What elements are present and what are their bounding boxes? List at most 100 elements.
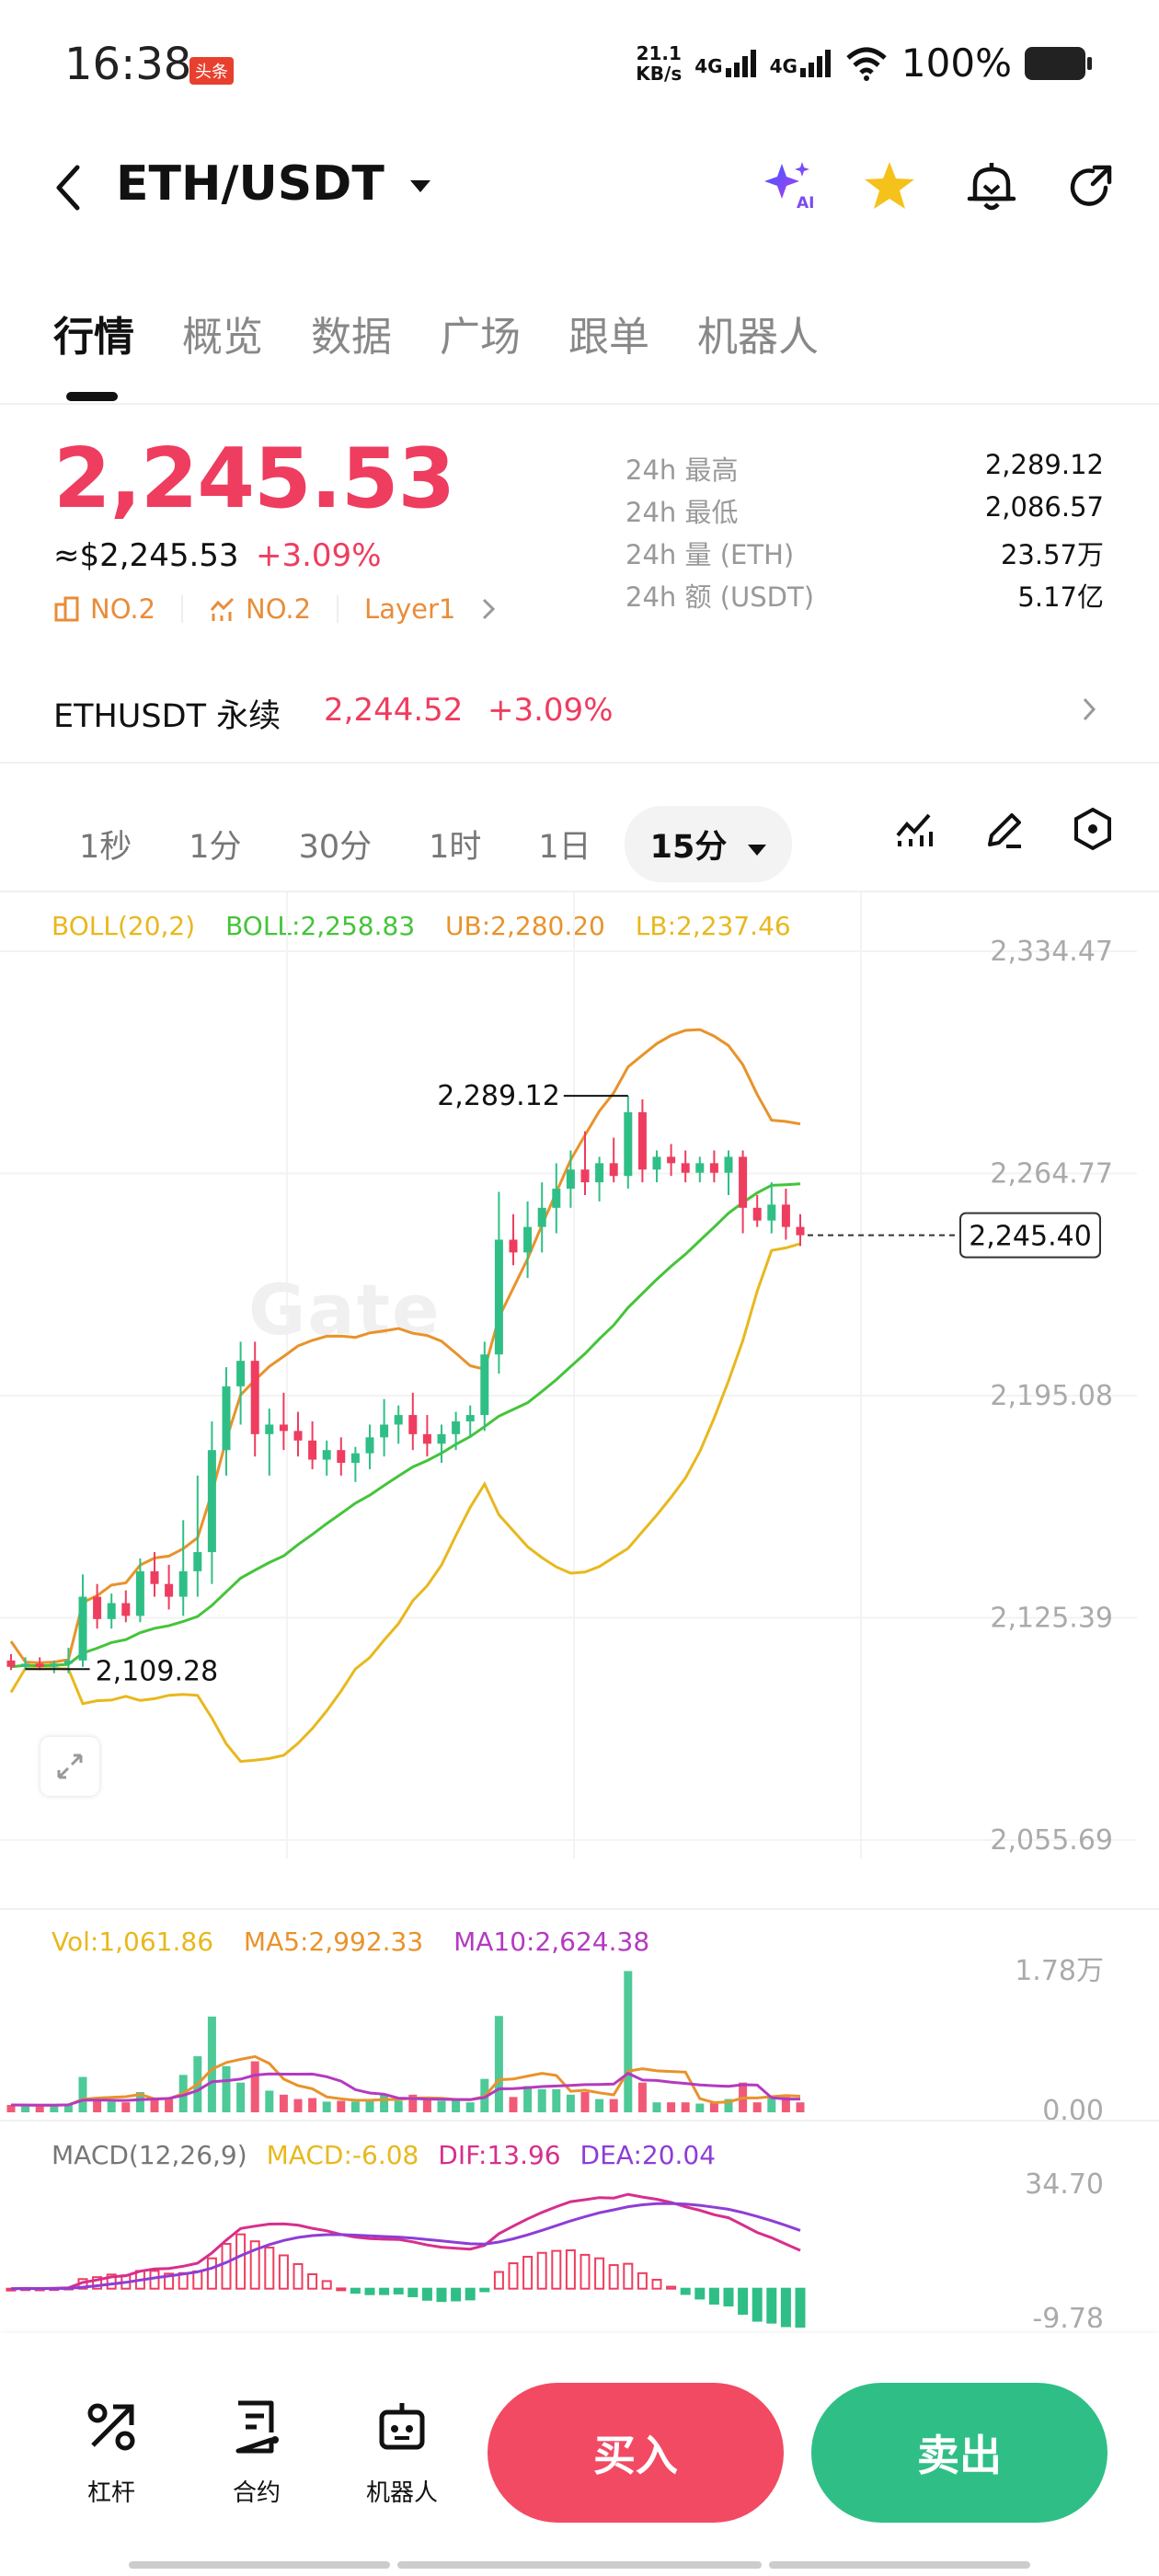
candle-body: [293, 1431, 303, 1441]
nav-leverage[interactable]: 杠杆: [61, 2399, 162, 2508]
candle-body: [50, 1663, 59, 1667]
ai-sparkle-icon[interactable]: AI: [762, 158, 817, 213]
battery-icon: [1025, 46, 1092, 80]
tab-bot[interactable]: 机器人: [697, 314, 819, 361]
macd-bar: [436, 2287, 447, 2303]
volume-bar: [165, 2099, 174, 2112]
share-icon[interactable]: [1065, 162, 1115, 212]
macd-bar: [522, 2255, 534, 2290]
volume-bar: [452, 2100, 461, 2112]
sell-button[interactable]: 卖出: [811, 2383, 1107, 2523]
tf-1d[interactable]: 1日: [538, 829, 591, 866]
volume-bar: [695, 2103, 705, 2112]
macd-bar: [278, 2254, 289, 2290]
macd-bar: [666, 2285, 677, 2290]
candle-body: [422, 1433, 431, 1444]
macd-bar: [293, 2262, 304, 2290]
indicator-icon[interactable]: [892, 808, 936, 852]
contract-icon: [235, 2400, 279, 2454]
status-time: 16:38: [64, 39, 192, 90]
current-price-box: [959, 1212, 1101, 1259]
volume-bar: [293, 2099, 303, 2112]
current-price-label: 2,245.40: [969, 1221, 1092, 1253]
macd-bar: [149, 2270, 160, 2290]
tab-overview[interactable]: 概览: [182, 314, 263, 361]
candle-body: [609, 1163, 618, 1177]
macd-dea: DEA:20.04: [580, 2140, 717, 2170]
main-tabs: 行情 概览 数据 广场 跟单 机器人: [53, 304, 866, 362]
candle-body: [337, 1450, 346, 1464]
candle-body: [494, 1239, 503, 1355]
candle-body: [681, 1163, 690, 1173]
net-speed-value: 21.1: [636, 41, 682, 64]
macd-bar: [752, 2287, 763, 2322]
volume-bar: [365, 2099, 374, 2112]
candle-body: [796, 1226, 805, 1236]
tf-selector[interactable]: 15分: [624, 806, 792, 882]
vol-legend: Vol:1,061.86 MA5:2,992.33 MA10:2,624.38: [52, 1926, 649, 1957]
perpetual-change: +3.09%: [488, 692, 614, 729]
alert-bell-icon[interactable]: [966, 160, 1017, 215]
vol-ma10-line: [10, 2071, 800, 2107]
volume-bar: [337, 2100, 346, 2112]
macd-bar: [694, 2287, 706, 2300]
sector-tag: Layer1: [364, 593, 456, 625]
macd-dif-line: [10, 2192, 801, 2291]
fullscreen-button[interactable]: [40, 1737, 99, 1796]
macd-dea-line: [10, 2202, 801, 2291]
perpetual-row[interactable]: ETHUSDT 永续 2,244.52 +3.09%: [0, 659, 1159, 762]
volume-bar: [207, 2016, 216, 2112]
tf-1h[interactable]: 1时: [429, 829, 482, 866]
tab-market[interactable]: 行情: [53, 314, 134, 361]
back-icon[interactable]: [52, 162, 85, 213]
boll-bands: [9, 1028, 801, 1764]
candle-body: [78, 1596, 87, 1661]
candle-body: [121, 1603, 131, 1616]
candle-body: [250, 1361, 259, 1434]
gesture-bar: [769, 2561, 1030, 2569]
rank-tags[interactable]: NO.2 NO.2 Layer1: [53, 593, 496, 625]
macd-bar: [307, 2272, 318, 2290]
stat-low: 24h 最低 2,086.57: [625, 491, 1104, 534]
volume-bar: [437, 2100, 446, 2112]
volume-bar: [350, 2101, 360, 2112]
tf-30m[interactable]: 30分: [298, 829, 373, 866]
chart-watermark: Gate: [248, 1269, 442, 1351]
candle-body: [580, 1169, 590, 1183]
macd-bar: [536, 2251, 547, 2290]
macd-params: MACD(12,26,9): [52, 2140, 247, 2170]
candle-body: [150, 1570, 159, 1584]
tf-1m[interactable]: 1分: [189, 829, 242, 866]
pair-selector[interactable]: ETH/USDT: [116, 156, 430, 212]
tf-1s[interactable]: 1秒: [79, 829, 132, 866]
usd-price: ≈$2,245.53: [53, 537, 239, 574]
perpetual-name: ETHUSDT 永续: [53, 698, 281, 735]
nav-contract[interactable]: 合约: [206, 2399, 307, 2508]
candle-body: [6, 1660, 16, 1667]
settings-hex-icon[interactable]: [1071, 806, 1115, 852]
y-axis: 2,334.47 2,264.77 2,195.08 2,125.39 2,055.69: [990, 936, 1113, 1857]
volume-bar: [394, 2100, 403, 2112]
net-speed-unit: KB/s: [636, 62, 683, 85]
candlestick-chart[interactable]: Gate 2,334.47 2,264.77 2,195.08 2,125.39 2,0…: [0, 892, 1159, 1858]
star-icon[interactable]: [863, 160, 916, 212]
volume-bar: [135, 2091, 144, 2112]
rank-tag-market: NO.2: [53, 593, 155, 625]
tab-copytrade[interactable]: 跟单: [568, 314, 649, 361]
nav-bot[interactable]: 机器人: [351, 2399, 453, 2508]
leverage-icon: [87, 2403, 135, 2451]
boll-legend: BOLL(20,2) BOLL:2,258.83 UB:2,280.20 LB:…: [52, 911, 791, 941]
candle-body: [322, 1450, 331, 1460]
draw-pen-icon[interactable]: [982, 808, 1027, 852]
candle-body: [652, 1156, 661, 1170]
macd-bar: [708, 2287, 719, 2305]
tab-data[interactable]: 数据: [311, 314, 392, 361]
tab-square[interactable]: 广场: [440, 314, 521, 361]
buy-button[interactable]: 买入: [488, 2383, 784, 2523]
macd-bar: [565, 2248, 576, 2290]
volume-bar: [681, 2102, 690, 2112]
stat-value: 23.57万: [1000, 539, 1104, 570]
vol-ma5: MA5:2,992.33: [243, 1926, 424, 1957]
tag-divider: [337, 595, 339, 623]
volume-bar: [250, 2061, 259, 2112]
